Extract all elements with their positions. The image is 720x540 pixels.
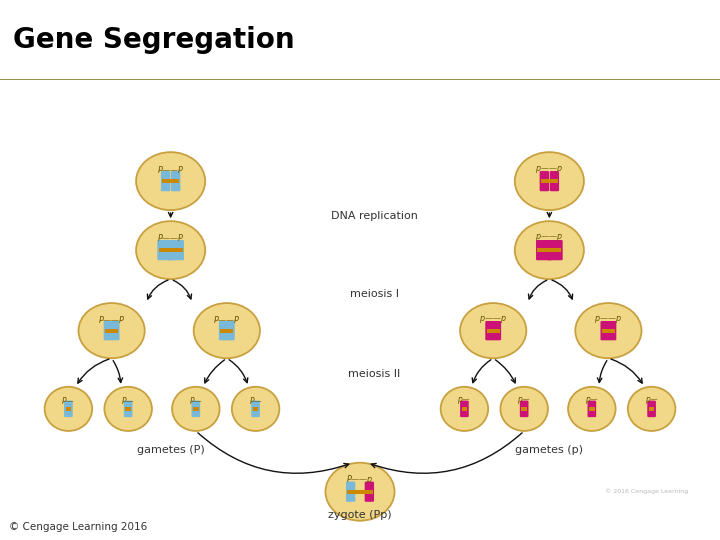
FancyBboxPatch shape [554,240,563,260]
Text: $P$——$P$: $P$——$P$ [213,314,240,325]
FancyBboxPatch shape [157,240,166,260]
FancyBboxPatch shape [164,240,173,260]
FancyBboxPatch shape [460,401,469,417]
Ellipse shape [104,387,152,431]
Text: meiosis II: meiosis II [348,369,400,380]
Bar [462,407,467,411]
FancyBboxPatch shape [161,171,171,191]
Bar [170,248,183,252]
Bar [347,490,354,494]
Text: $P$——$P$: $P$——$P$ [98,314,125,325]
Text: gametes (P): gametes (P) [137,446,204,455]
FancyBboxPatch shape [550,171,559,191]
FancyBboxPatch shape [64,401,73,417]
Ellipse shape [172,387,220,431]
Ellipse shape [515,152,584,210]
FancyBboxPatch shape [647,401,656,417]
Ellipse shape [568,387,616,431]
Bar [537,248,551,252]
FancyBboxPatch shape [192,401,200,417]
Ellipse shape [232,387,279,431]
FancyBboxPatch shape [104,321,112,340]
FancyBboxPatch shape [171,171,181,191]
FancyBboxPatch shape [536,240,545,260]
Bar [193,407,199,411]
FancyBboxPatch shape [544,240,552,260]
Bar [602,329,615,333]
Text: $p$——$p$: $p$——$p$ [595,314,622,325]
Ellipse shape [575,303,642,358]
Text: meiosis I: meiosis I [350,289,399,299]
FancyBboxPatch shape [124,401,132,417]
Text: $P$—: $P$— [121,395,135,406]
Bar [220,329,233,333]
Ellipse shape [441,387,488,431]
Ellipse shape [136,221,205,279]
FancyBboxPatch shape [346,482,356,502]
FancyBboxPatch shape [540,171,549,191]
Text: $p$——$p$: $p$——$p$ [536,232,563,243]
Text: $p$—: $p$— [517,395,531,406]
FancyBboxPatch shape [520,401,528,417]
Ellipse shape [628,387,675,431]
FancyBboxPatch shape [547,240,556,260]
Bar [105,329,118,333]
Text: $P$——$p$: $P$——$p$ [346,473,374,486]
Text: $p$——$p$: $p$——$p$ [536,164,563,174]
Text: $P$——$P$: $P$——$P$ [157,164,184,174]
Text: Gene Segregation: Gene Segregation [13,26,294,54]
Text: $p$——$p$: $p$——$p$ [480,314,507,325]
Text: $P$—: $P$— [61,395,76,406]
Ellipse shape [45,387,92,431]
Bar [521,407,527,411]
Bar [487,329,500,333]
Text: zygote (Pp): zygote (Pp) [328,510,392,519]
Bar [541,179,557,183]
FancyBboxPatch shape [608,321,616,340]
Bar [158,248,172,252]
FancyBboxPatch shape [492,321,501,340]
Bar [125,407,131,411]
Bar [347,490,373,494]
Ellipse shape [500,387,548,431]
Ellipse shape [194,303,260,358]
Ellipse shape [136,152,205,210]
Text: $p$—: $p$— [457,395,472,406]
Text: © Cengage Learning 2016: © Cengage Learning 2016 [9,522,147,532]
Text: $P$—: $P$— [189,395,203,406]
FancyBboxPatch shape [600,321,609,340]
FancyBboxPatch shape [226,321,235,340]
Bar [162,179,179,183]
Text: DNA replication: DNA replication [331,211,418,221]
Bar [366,490,373,494]
Bar [158,248,183,252]
Ellipse shape [78,303,145,358]
Bar [649,407,654,411]
Text: gametes (p): gametes (p) [516,446,583,455]
FancyBboxPatch shape [485,321,494,340]
Bar [253,407,258,411]
Text: $P$——$P$: $P$——$P$ [157,232,184,243]
Text: $P$—: $P$— [248,395,263,406]
Ellipse shape [515,221,584,279]
Bar [66,407,71,411]
FancyBboxPatch shape [251,401,260,417]
Ellipse shape [460,303,526,358]
Bar [549,248,562,252]
Text: $p$—: $p$— [585,395,599,406]
FancyBboxPatch shape [219,321,228,340]
FancyBboxPatch shape [111,321,120,340]
FancyBboxPatch shape [176,240,184,260]
FancyBboxPatch shape [168,240,177,260]
Text: © 2016 Cengage Learning: © 2016 Cengage Learning [605,488,688,494]
Bar [589,407,595,411]
FancyBboxPatch shape [588,401,596,417]
Text: $p$—: $p$— [644,395,659,406]
Bar [537,248,562,252]
FancyBboxPatch shape [365,482,374,502]
Ellipse shape [325,463,395,521]
